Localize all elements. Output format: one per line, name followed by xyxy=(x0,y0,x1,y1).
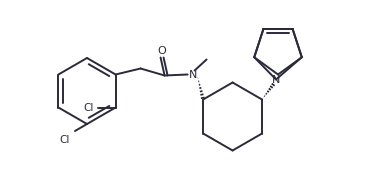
Text: N: N xyxy=(188,69,197,79)
Text: Cl: Cl xyxy=(83,103,94,112)
Text: Cl: Cl xyxy=(60,135,70,145)
Text: O: O xyxy=(157,45,166,55)
Text: N: N xyxy=(272,74,280,84)
